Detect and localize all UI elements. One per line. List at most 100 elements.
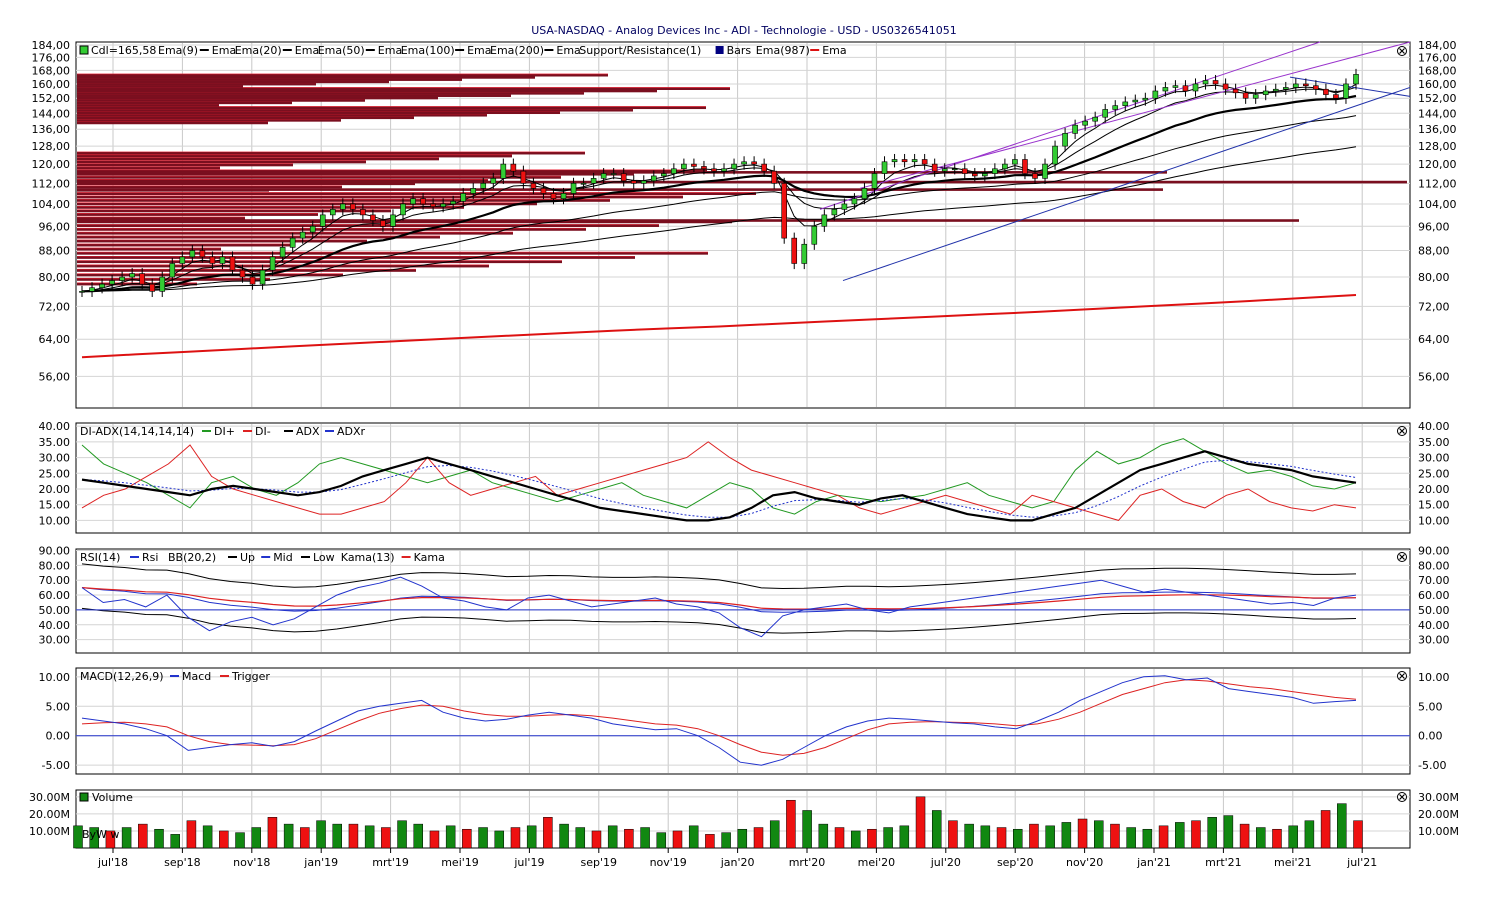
volume-bar — [1353, 820, 1363, 849]
candle-body — [139, 273, 145, 285]
candle-body — [1042, 163, 1048, 179]
x-tick-label: mei'21 — [1274, 856, 1312, 869]
candle-body — [299, 231, 306, 239]
candle-body — [360, 209, 366, 216]
candle-body — [1293, 83, 1299, 88]
close-icon-x — [1399, 48, 1405, 54]
volume-legend-label: Volume — [92, 791, 133, 804]
volume-bar — [219, 830, 229, 849]
volume-bar — [883, 827, 893, 849]
candle-body — [1222, 83, 1229, 90]
candle-body — [179, 256, 186, 264]
price-tick-right: 136,00 — [1418, 123, 1457, 136]
adx-panel — [75, 422, 1411, 534]
sr-bar — [77, 172, 634, 176]
price-tick-left: 56,00 — [39, 370, 71, 383]
legend-label: Ema(100) — [401, 44, 455, 57]
candle-body — [761, 163, 767, 172]
volume-bar — [786, 799, 796, 849]
price-tick-right: 120,00 — [1418, 158, 1457, 171]
rsi-legend-label: Kama — [414, 551, 445, 564]
adx-tick-left: 15.00 — [39, 499, 71, 512]
candle-body — [309, 225, 316, 233]
macd-tick-right: 5.00 — [1418, 700, 1443, 713]
candle-body — [289, 237, 296, 248]
candle-body — [490, 178, 497, 184]
sr-bar — [77, 228, 586, 231]
volume-bar — [899, 825, 910, 849]
volume-bar — [397, 820, 407, 849]
bb-up-line — [81, 563, 1357, 590]
x-tick-label: jan'21 — [1136, 856, 1171, 869]
volume-bar — [429, 830, 440, 849]
candle-body — [610, 173, 617, 175]
volume-bar — [154, 828, 164, 849]
volume-tick-left: 20.00M — [29, 808, 70, 821]
sr-bar — [77, 111, 560, 115]
price-tick-left: 120,00 — [32, 158, 71, 171]
volume-bar — [591, 830, 602, 849]
price-tick-left: 160,00 — [32, 78, 71, 91]
sr-bar — [77, 108, 633, 112]
volume-bar — [980, 825, 991, 849]
candle-body — [460, 193, 466, 202]
price-tick-right: 128,00 — [1418, 140, 1457, 153]
x-tick-label: mrt'19 — [372, 856, 409, 869]
sr-bar — [77, 185, 342, 189]
volume-bar — [413, 823, 424, 849]
legend-label: Ema(20) — [235, 44, 282, 57]
candle-body — [620, 173, 627, 182]
adx-tick-right: 40.00 — [1418, 420, 1450, 433]
adx-legend-label: DI- — [255, 425, 271, 438]
rsi-legend-label: Up — [240, 551, 255, 564]
candle-body — [1162, 87, 1169, 92]
legend-label: Ema — [295, 44, 319, 57]
volume-tick-right: 10.00M — [1418, 825, 1459, 838]
close-adx-panel-button[interactable] — [1397, 426, 1407, 436]
price-tick-left: 112,00 — [32, 177, 71, 190]
volume-bar — [1094, 820, 1104, 849]
sr-bar — [77, 199, 610, 202]
legend-label: Cdl=165,58 — [91, 44, 156, 57]
x-tick-label: nov'18 — [233, 856, 270, 869]
x-tick-label: mrt'20 — [789, 856, 826, 869]
volume-bar — [138, 823, 148, 849]
macd-tick-left: 0.00 — [46, 730, 71, 743]
candle-body — [961, 168, 968, 174]
candle-body — [520, 170, 527, 184]
x-tick-label: jan'19 — [303, 856, 338, 869]
candle-body — [1313, 85, 1319, 90]
sr-bar-long — [77, 180, 1407, 184]
candle-body — [1212, 80, 1219, 85]
rsi-tick-right: 30.00 — [1418, 634, 1450, 647]
volume-bar — [300, 827, 310, 849]
candle-body — [380, 220, 386, 227]
volume-bar — [915, 796, 926, 849]
close-macd-panel-button[interactable] — [1397, 671, 1407, 681]
rsi-legend-label: Mid — [273, 551, 293, 564]
candle-body — [861, 188, 868, 199]
volume-bar — [1337, 803, 1347, 849]
volume-tick-right: 30.00M — [1418, 791, 1459, 804]
macd-layer — [76, 675, 1410, 766]
adx-legend-title: DI-ADX(14,14,14,14) — [80, 425, 194, 438]
candle-body — [741, 161, 747, 165]
candle-body — [1192, 83, 1199, 92]
legend-label: Support/Resistance(1) — [579, 44, 701, 57]
candle-body — [420, 198, 426, 205]
close-rsi-panel-button[interactable] — [1397, 552, 1407, 562]
rsi-tick-right: 70.00 — [1418, 574, 1450, 587]
sr-bar-long — [77, 171, 1167, 174]
rsi-tick-left: 80.00 — [39, 559, 71, 572]
sr-bar-long — [77, 188, 1163, 191]
legend-swatch-candle — [79, 45, 89, 55]
price-tick-right: 56,00 — [1418, 370, 1450, 383]
volume-bar — [89, 827, 99, 849]
close-price-panel-button[interactable] — [1397, 46, 1407, 56]
candle-body — [1082, 120, 1088, 126]
x-tick-label: nov'19 — [650, 856, 687, 869]
close-volume-panel-button[interactable] — [1397, 792, 1407, 802]
candle-body — [851, 198, 858, 205]
kama-line — [81, 587, 1357, 610]
sr-bar — [77, 192, 756, 196]
